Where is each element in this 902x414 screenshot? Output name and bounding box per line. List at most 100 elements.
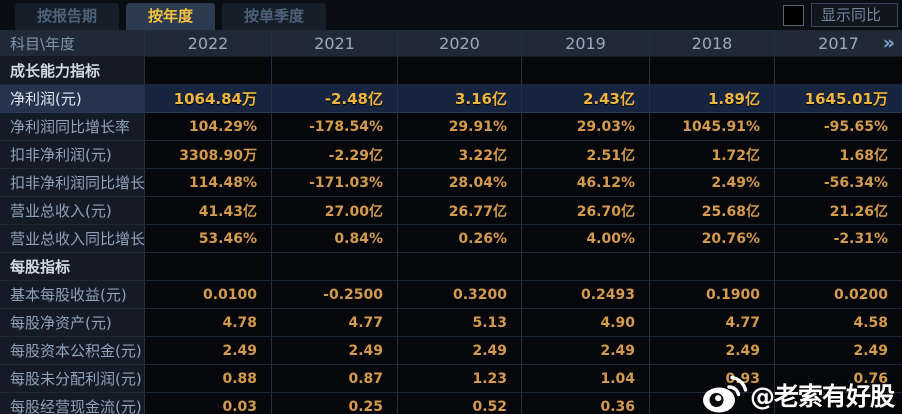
value-cell [775,253,902,281]
value-cell: 1645.01万 [775,85,902,113]
value-cell: 0.3200 [398,281,522,309]
value-cell [398,57,522,85]
value-cell [145,57,272,85]
year-column-header: 2017 [775,30,902,57]
value-cell: 0.25 [272,393,398,414]
period-tabbar: 按报告期 按年度 按单季度 显示同比 [0,0,902,30]
value-cell: 4.78 [145,309,272,337]
value-cell: 46.12% [522,169,650,197]
value-cell: 2.49 [272,337,398,365]
table-row[interactable]: 每股经营现金流(元) 0.03 0.25 0.52 0.36 [0,393,902,414]
more-years-chevron-icon[interactable]: » [882,32,895,54]
row-label: 扣非净利润同比增长率 [0,169,145,197]
row-label: 扣非净利润(元) [0,141,145,169]
row-label: 净利润同比增长率 [0,113,145,141]
value-cell [272,57,398,85]
value-cell: 20.76% [650,225,775,253]
value-cell: 0.1900 [650,281,775,309]
value-cell: 29.91% [398,113,522,141]
row-label: 每股指标 [0,253,145,281]
value-cell: 53.46% [145,225,272,253]
value-cell: 1045.91% [650,113,775,141]
value-cell: 41.43亿 [145,197,272,225]
year-column-header: 2018 [650,30,775,57]
value-cell: 2.49% [650,169,775,197]
value-cell [775,57,902,85]
value-cell: 29.03% [522,113,650,141]
value-cell: 0.93 [650,365,775,393]
value-cell: 2.49 [398,337,522,365]
value-cell [775,393,902,414]
value-cell [650,253,775,281]
table-row[interactable]: 营业总收入同比增长率53.46%0.84%0.26%4.00%20.76%-2.… [0,225,902,253]
value-cell: 3.16亿 [398,85,522,113]
table-row[interactable]: 每股未分配利润(元) 0.88 0.87 1.23 1.04 0.93 0.76 [0,365,902,393]
year-column-header: 2019 [522,30,650,57]
value-cell: 0.03 [145,393,272,414]
section-header-row: 每股指标 [0,253,902,281]
value-cell: 1.68亿 [775,141,902,169]
value-cell: 0.0100 [145,281,272,309]
value-cell: -2.31% [775,225,902,253]
table-body: 成长能力指标 净利润(元) 1064.84万 -2.48亿 3.16亿 2.43亿 1.89… [0,57,902,414]
value-cell: 0.84% [272,225,398,253]
value-cell: -95.65% [775,113,902,141]
value-cell: 3.22亿 [398,141,522,169]
row-label: 每股经营现金流(元) [0,393,145,414]
value-cell: 1.23 [398,365,522,393]
value-cell: 4.77 [650,309,775,337]
row-label: 基本每股收益(元) [0,281,145,309]
value-cell: 0.52 [398,393,522,414]
value-cell: -56.34% [775,169,902,197]
table-row[interactable]: 每股净资产(元) 4.78 4.77 5.13 4.90 4.77 4.58 [0,309,902,337]
value-cell: 0.26% [398,225,522,253]
value-cell: 2.49 [775,337,902,365]
value-cell: -178.54% [272,113,398,141]
table-row[interactable]: 扣非净利润同比增长率114.48%-171.03%28.04%46.12%2.4… [0,169,902,197]
financial-indicators-table: 科目\年度 2022 2021 2020 2019 2018 2017 » 成长… [0,30,902,414]
value-cell: 2.43亿 [522,85,650,113]
value-cell [398,253,522,281]
table-header-row: 科目\年度 2022 2021 2020 2019 2018 2017 » [0,30,902,57]
table-row[interactable]: 净利润(元) 1064.84万 -2.48亿 3.16亿 2.43亿 1.89亿 1645.… [0,85,902,113]
table-row[interactable]: 扣非净利润(元) 3308.90万 -2.29亿 3.22亿 2.51亿 1.72亿 1.6… [0,141,902,169]
year-column-header: 2020 [398,30,522,57]
value-cell: 0.2493 [522,281,650,309]
value-cell [522,253,650,281]
value-cell: 4.90 [522,309,650,337]
value-cell: 0.36 [522,393,650,414]
value-cell [145,253,272,281]
value-cell: 104.29% [145,113,272,141]
value-cell: 26.70亿 [522,197,650,225]
value-cell: 2.51亿 [522,141,650,169]
value-cell [650,393,775,414]
row-label: 营业总收入(元) [0,197,145,225]
value-cell: -171.03% [272,169,398,197]
row-label: 净利润(元) [0,85,145,113]
table-row[interactable]: 每股资本公积金(元) 2.49 2.49 2.49 2.49 2.49 2.49 [0,337,902,365]
value-cell: 28.04% [398,169,522,197]
corner-header: 科目\年度 [0,30,145,57]
value-cell: 2.49 [650,337,775,365]
value-cell: -0.2500 [272,281,398,309]
table-row[interactable]: 基本每股收益(元) 0.0100 -0.2500 0.3200 0.2493 0.1900… [0,281,902,309]
value-cell: 25.68亿 [650,197,775,225]
tab-by-single-quarter[interactable]: 按单季度 [222,3,327,30]
value-cell: 26.77亿 [398,197,522,225]
tab-by-report-period[interactable]: 按报告期 [15,3,120,30]
show-yoy-checkbox[interactable] [782,4,804,26]
row-label: 每股净资产(元) [0,309,145,337]
value-cell: -2.48亿 [272,85,398,113]
table-row[interactable]: 净利润同比增长率 104.29% -178.54% 29.91% 29.03% 1045.… [0,113,902,141]
value-cell: 27.00亿 [272,197,398,225]
table-row[interactable]: 营业总收入(元) 41.43亿 27.00亿 26.77亿 26.70亿 25.68亿 21… [0,197,902,225]
tab-by-year[interactable]: 按年度 [126,3,216,30]
value-cell [650,57,775,85]
year-column-header: 2022 [145,30,272,57]
show-yoy-label[interactable]: 显示同比 [810,3,898,27]
value-cell [522,57,650,85]
value-cell: 1.04 [522,365,650,393]
value-cell: 2.49 [145,337,272,365]
value-cell: 21.26亿 [775,197,902,225]
value-cell: 5.13 [398,309,522,337]
